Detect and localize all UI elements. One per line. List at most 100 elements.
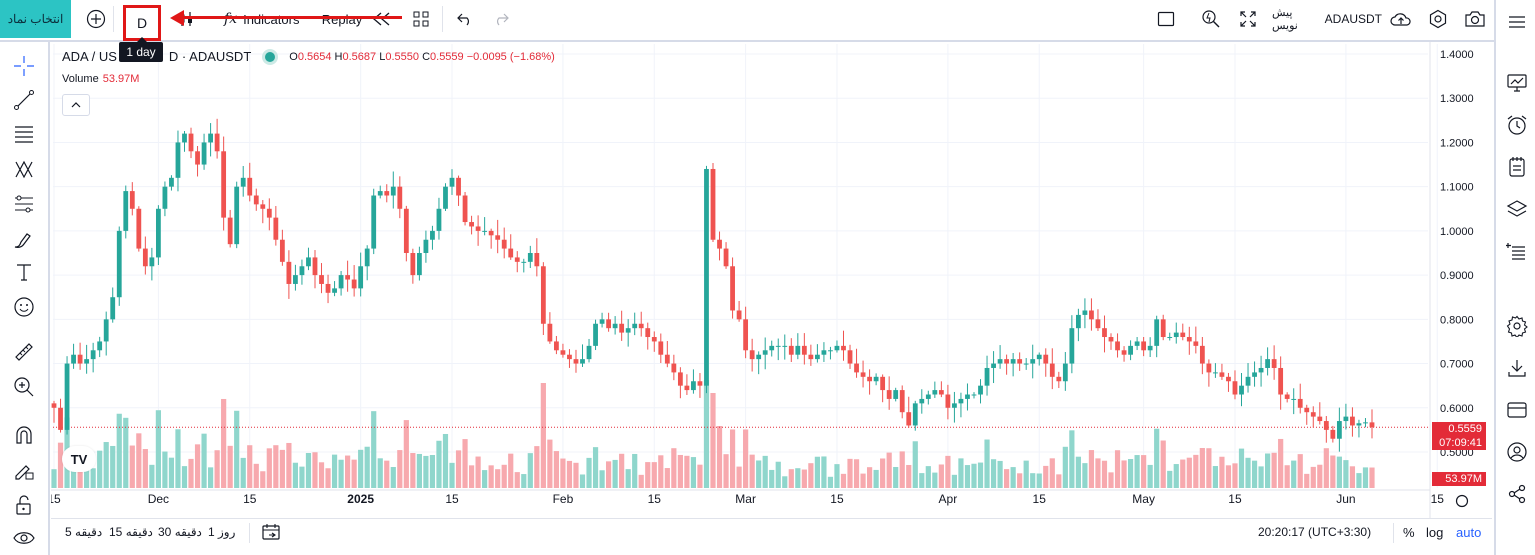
price-chart[interactable]: 1.4000 1.3000 1.2000 1.1000 1.0000 0.9000 0.80… [51,42,1492,555]
candle-body [84,359,90,364]
profile-button[interactable] [1505,440,1529,464]
redo-button[interactable] [490,8,512,30]
undo-button[interactable] [454,8,476,30]
volume-bar [57,442,64,488]
candle-body [214,133,220,152]
goto-date-button[interactable] [261,523,281,541]
log-toggle[interactable]: log [1426,525,1444,540]
range-5m[interactable]: 5 دقیقه [65,525,103,539]
volume-bar [423,455,429,488]
volume-bar [286,442,292,488]
news-button[interactable] [1505,155,1529,179]
share-button[interactable] [1505,482,1529,506]
volume-bar [873,469,879,488]
templates-button[interactable] [410,8,432,30]
volume-bar [416,453,422,488]
compare-add-button[interactable] [84,8,108,30]
volume-bar [795,468,801,488]
pattern-tool[interactable] [12,158,36,182]
snapshot-button[interactable] [1463,8,1487,30]
measure-tool[interactable] [12,340,36,364]
y-tick-label: 0.8000 [1440,314,1474,326]
candle-body [1102,328,1107,338]
zoom-tool[interactable] [12,375,36,399]
alerts-button[interactable] [1505,113,1529,137]
stay-drawing-tool[interactable] [12,458,36,482]
candle-body [260,204,266,209]
card-icon [1507,402,1527,418]
volume-bar [253,463,259,488]
candle-body [325,283,331,293]
candle-body [762,350,768,355]
range-1d[interactable]: 1 روز [208,525,236,539]
tradingview-logo[interactable]: TV [62,446,96,472]
chart-settings-button[interactable] [1505,314,1529,338]
collapse-legend-button[interactable] [62,94,90,116]
axis-settings-icon[interactable] [1455,494,1469,508]
volume-bar [1160,440,1166,488]
candle-body [1284,394,1290,399]
replay-label-button[interactable]: Replay [320,8,364,30]
hide-drawings-tool[interactable] [12,526,36,550]
percent-toggle[interactable]: % [1403,525,1415,540]
fullscreen-square-button[interactable] [1155,8,1177,30]
download-button[interactable] [1505,356,1529,380]
volume-bar [1186,457,1192,488]
range-15m[interactable]: 15 دقیقه [109,525,153,539]
volume-bar [442,433,449,488]
candle-body [293,275,298,284]
auto-toggle[interactable]: auto [1456,525,1482,540]
volume-bar [638,474,644,488]
volume-bar [971,463,977,488]
fib-tool[interactable] [12,122,36,146]
volume-bar [1121,460,1127,488]
cloud-save-button[interactable] [1388,8,1414,30]
candle-body [1350,416,1355,426]
volume-bar [1265,453,1271,488]
candle-body [169,177,174,187]
trading-panel-button[interactable] [1505,398,1529,422]
volume-bar [482,470,488,488]
data-window-button[interactable] [1505,240,1529,264]
range-30m[interactable]: 30 دقیقه [158,525,202,539]
candle-body [51,403,57,408]
volume-bar [410,453,416,488]
symbol-search-button[interactable]: انتخاب نماد [0,0,71,38]
trendline-tool[interactable] [12,88,36,112]
watchlist-button[interactable] [1505,71,1529,95]
volume-bar [840,473,847,488]
candle-body [573,359,579,364]
volume-bar [429,455,436,488]
candle-body [1017,359,1023,364]
quick-search-button[interactable] [1200,8,1222,30]
text-tool[interactable] [12,260,36,284]
volume-bar [1349,466,1356,488]
volume-bar [181,466,188,488]
interval-button[interactable]: D [123,5,161,41]
indicators-button[interactable]: fx Indicators [224,8,324,30]
object-tree-button[interactable] [1505,197,1529,221]
candle-body [1343,416,1349,422]
menu-button[interactable] [1505,10,1529,34]
emoji-tool[interactable] [12,295,36,319]
settings-button[interactable] [1427,8,1449,30]
candle-body [743,319,749,351]
magnet-tool[interactable] [12,423,36,447]
crosshair-tool[interactable] [12,54,36,78]
candle-body [619,323,625,333]
symbol-name-display[interactable]: پیش نویس ADAUSDT [1272,7,1382,32]
brush-tool[interactable] [12,227,36,251]
candle-body [1330,429,1336,439]
timezone-clock[interactable]: 20:20:17 (UTC+3:30) [1258,525,1372,539]
candle-body [403,208,409,253]
replay-button[interactable] [370,8,394,30]
volume-bar [1225,465,1232,488]
candle-body [612,323,618,329]
candle-body [1304,407,1310,413]
candle-body [1160,319,1166,338]
volume-bar [449,462,455,488]
lock-drawings-tool[interactable] [12,493,36,517]
candle-body [371,195,377,249]
forecast-tool[interactable] [12,192,36,216]
expand-button[interactable] [1237,8,1259,30]
